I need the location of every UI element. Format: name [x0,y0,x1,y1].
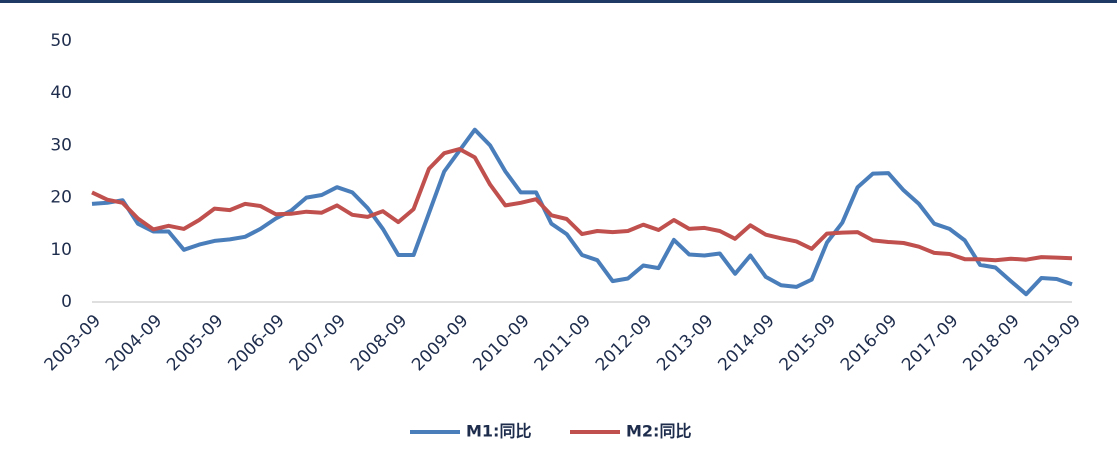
y-tick-label: 10 [50,240,72,260]
x-tick-label: 2004-09 [102,311,166,375]
x-tick-label: 2007-09 [286,311,350,375]
line-series [91,127,1073,297]
x-tick-label: 2017-09 [898,311,962,375]
x-tick-label: 2003-09 [41,311,105,375]
x-tick-label: 2014-09 [714,311,778,375]
y-tick-label: 30 [50,135,72,155]
y-tick-label: 40 [50,83,72,103]
line-series [91,147,1073,263]
y-tick-label: 50 [50,31,72,51]
x-tick-label: 2011-09 [531,311,595,375]
x-tick-label: 2018-09 [959,311,1023,375]
x-tick-label: 2019-09 [1021,311,1085,375]
x-tick-label: 2008-09 [347,311,411,375]
legend-label: M1:同比 [466,422,531,441]
x-tick-label: 2010-09 [469,311,533,375]
x-tick-label: 2006-09 [224,311,288,375]
x-tick-label: 2013-09 [653,311,717,375]
x-tick-label: 2015-09 [776,311,840,375]
legend-label: M2:同比 [626,422,691,441]
x-tick-label: 2012-09 [592,311,656,375]
y-tick-label: 0 [61,292,72,312]
top-border [0,0,1117,3]
y-tick-label: 20 [50,188,72,208]
x-tick-label: 2009-09 [408,311,472,375]
x-tick-label: 2005-09 [163,311,227,375]
x-tick-label: 2016-09 [837,311,901,375]
